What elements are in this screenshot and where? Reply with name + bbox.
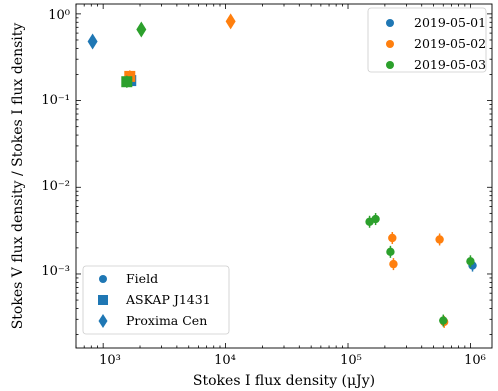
data-point-field-8 <box>388 233 397 243</box>
legend-label-2019-05-01: 2019-05-01 <box>414 15 486 30</box>
color-legend-box <box>367 7 487 73</box>
color-legend: 2019-05-01 2019-05-02 2019-05-03 <box>367 7 487 73</box>
data-point-field-13 <box>466 257 475 266</box>
x-tick-label-1e4: 10⁴ <box>214 353 236 368</box>
legend-label-askap: ASKAP J1431 <box>125 292 211 307</box>
data-point-proxima-0 <box>87 33 98 50</box>
x-axis-label: Stokes I flux density (μJy) <box>193 373 375 389</box>
y-tick-label-1e0: 10⁰ <box>48 8 70 23</box>
axis-ticks <box>75 4 492 348</box>
legend-marker-2019-05-01 <box>386 19 394 27</box>
legend-marker-2019-05-03 <box>386 61 394 69</box>
legend-label-proxima: Proxima Cen <box>126 313 207 328</box>
data-point-field-10 <box>389 259 398 269</box>
data-point-field-11 <box>435 235 444 244</box>
y-tick-label-1e-1: 10⁻¹ <box>41 93 70 108</box>
data-point-field-7 <box>371 214 380 224</box>
data-point-field-9 <box>386 247 395 257</box>
y-tick-label-1e-2: 10⁻² <box>41 179 70 194</box>
y-tick-label-1e-3: 10⁻³ <box>41 264 70 279</box>
marker-legend: Field ASKAP J1431 Proxima Cen <box>82 265 230 335</box>
legend-marker-2019-05-02 <box>386 40 394 48</box>
legend-marker-proxima <box>98 314 108 328</box>
y-axis-label: Stokes V flux density / Stokes I flux de… <box>10 23 26 330</box>
x-tick-label-1e5: 10⁵ <box>340 353 362 368</box>
data-point-proxima-1 <box>225 13 236 30</box>
data-points <box>87 13 477 328</box>
data-point-field-15 <box>439 316 448 325</box>
legend-label-2019-05-03: 2019-05-03 <box>414 57 486 72</box>
x-tick-label-1e6: 10⁶ <box>464 353 486 368</box>
data-point-askap-5 <box>121 76 133 88</box>
legend-label-field: Field <box>126 271 158 286</box>
data-point-proxima-2 <box>136 21 147 38</box>
marker-legend-box <box>82 265 230 335</box>
legend-marker-field <box>99 275 107 283</box>
x-tick-label-1e3: 10³ <box>99 353 121 368</box>
legend-marker-askap <box>98 295 108 305</box>
legend-label-2019-05-02: 2019-05-02 <box>414 36 486 51</box>
